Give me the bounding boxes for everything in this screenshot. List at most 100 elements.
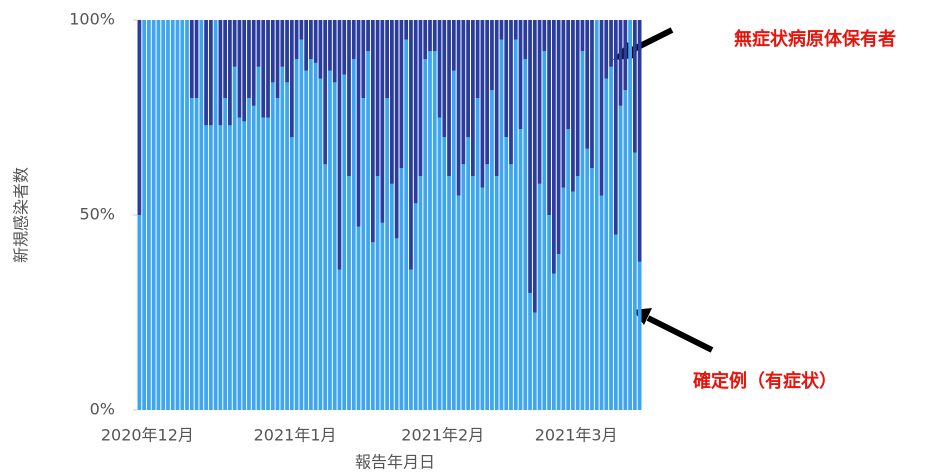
bar-segment xyxy=(189,20,194,98)
bar-segment xyxy=(151,20,156,410)
bar-segment xyxy=(275,20,280,98)
bar-segment xyxy=(423,20,428,59)
bar-segment xyxy=(218,20,223,126)
x-tick-label: 2021年2月 xyxy=(401,426,484,445)
bar-segment xyxy=(232,20,237,67)
bar-segment xyxy=(323,164,328,410)
bar-segment xyxy=(637,20,642,262)
bar-segment xyxy=(432,51,437,410)
bar-segment xyxy=(204,125,208,411)
bar-segment xyxy=(247,20,251,98)
bar-segment xyxy=(361,20,366,98)
bar-segment xyxy=(175,20,180,410)
bar-segment xyxy=(304,70,309,410)
bar-segment xyxy=(370,20,375,243)
bar-segment xyxy=(256,20,261,67)
bar-segment xyxy=(285,20,289,83)
bar-segment xyxy=(166,20,170,410)
bar-segment xyxy=(447,20,451,176)
bar-segment xyxy=(413,203,418,410)
bar-segment xyxy=(513,39,518,410)
bar-segment xyxy=(390,20,394,184)
bar-segment xyxy=(413,20,418,204)
bar-segment xyxy=(385,98,389,410)
bar-segment xyxy=(461,164,466,410)
bar-segment xyxy=(585,20,590,149)
bar-segment xyxy=(609,66,613,411)
bar-segment xyxy=(418,20,423,176)
bar-segment xyxy=(499,20,504,40)
bar-segment xyxy=(547,20,551,215)
bar-segment xyxy=(394,238,399,410)
bar-segment xyxy=(575,176,580,410)
bar-segment xyxy=(270,82,275,411)
bar-segment xyxy=(313,20,318,63)
bar-segment xyxy=(470,20,475,176)
bar-segment xyxy=(547,215,551,410)
bar-segment xyxy=(328,20,332,71)
bar-segment xyxy=(218,125,223,411)
bar-segment xyxy=(580,20,585,52)
bar-segment xyxy=(628,20,632,410)
bar-segment xyxy=(613,234,618,410)
bar-segment xyxy=(237,20,242,118)
bar-segment xyxy=(451,70,456,410)
bar-segment xyxy=(566,20,571,130)
bar-segment xyxy=(561,187,566,410)
bar-segment xyxy=(332,82,337,411)
bar-segment xyxy=(309,59,313,410)
bar-segment xyxy=(437,20,442,118)
bar-segment xyxy=(537,20,542,184)
bar-segment xyxy=(580,51,585,410)
bar-segment xyxy=(399,20,404,169)
bar-segment xyxy=(490,20,494,91)
bar-segment xyxy=(194,98,199,410)
bar-segment xyxy=(228,125,232,411)
bar-segment xyxy=(208,20,213,126)
bar-segment xyxy=(423,59,428,410)
bar-segment xyxy=(328,70,332,410)
bar-segment xyxy=(466,20,470,137)
bar-segment xyxy=(318,78,323,410)
bar-segment xyxy=(309,20,313,59)
bar-segment xyxy=(332,20,337,83)
bar-segment xyxy=(447,176,451,410)
y-tick-label: 0% xyxy=(90,400,115,419)
bar-segment xyxy=(194,20,199,98)
arrow xyxy=(633,308,714,353)
bar-segment xyxy=(494,176,499,410)
bar-segment xyxy=(237,117,242,410)
bar-segment xyxy=(432,20,437,52)
y-tick-label: 50% xyxy=(79,205,115,224)
bar-segment xyxy=(518,20,523,130)
bar-segment xyxy=(261,20,266,118)
bar-segment xyxy=(213,20,218,410)
bar-segment xyxy=(161,20,166,410)
bar-segment xyxy=(347,20,351,176)
x-tick-label: 2021年3月 xyxy=(535,426,618,445)
bar-segment xyxy=(551,20,556,274)
bar-segment xyxy=(613,20,618,235)
bar-segment xyxy=(585,148,590,410)
x-tick-label: 2021年1月 xyxy=(254,426,337,445)
bar-segment xyxy=(485,164,490,410)
bar-segment xyxy=(294,59,299,410)
bar-segment xyxy=(256,66,261,411)
bar-segment xyxy=(170,20,175,410)
bar-segment xyxy=(499,39,504,410)
bar-segment xyxy=(571,20,575,192)
bar-segment xyxy=(347,176,351,410)
bar-segment xyxy=(304,20,309,71)
bar-segment xyxy=(208,125,213,411)
x-axis-label: 報告年月日 xyxy=(355,453,435,472)
bar-segment xyxy=(518,129,523,410)
bar-segment xyxy=(623,20,628,91)
bar-segment xyxy=(137,20,142,215)
bar-segment xyxy=(623,90,628,410)
bar-segment xyxy=(366,20,370,52)
annotation: 確定例（有症状） xyxy=(693,370,837,392)
bar-segment xyxy=(618,20,623,106)
bar-segment xyxy=(590,168,594,410)
bar-segment xyxy=(380,222,385,410)
